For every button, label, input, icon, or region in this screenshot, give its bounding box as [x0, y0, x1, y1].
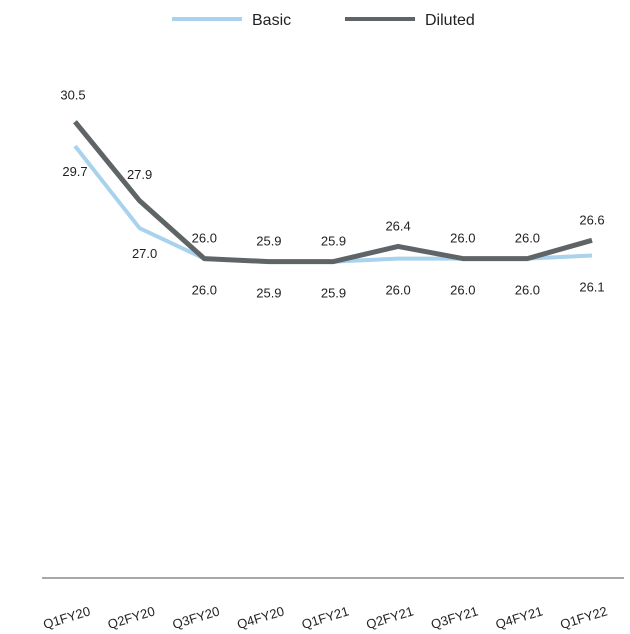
- data-label-basic: 26.0: [192, 283, 217, 298]
- x-tick-label: Q1FY20: [41, 603, 92, 632]
- x-tick-label: Q4FY21: [494, 603, 545, 632]
- data-label-diluted: 30.5: [60, 88, 85, 103]
- legend-label-diluted: Diluted: [425, 12, 475, 29]
- legend: Basic Diluted: [172, 12, 475, 29]
- data-label-basic: 27.0: [132, 246, 157, 261]
- data-label-diluted: 26.0: [450, 231, 475, 246]
- data-label-diluted: 26.0: [515, 231, 540, 246]
- data-label-basic: 26.1: [579, 280, 604, 295]
- data-label-diluted: 26.6: [579, 212, 604, 227]
- data-label-basic: 25.9: [321, 286, 346, 301]
- legend-label-basic: Basic: [252, 12, 291, 29]
- x-tick-label: Q3FY20: [171, 603, 222, 632]
- data-label-basic: 29.7: [62, 164, 87, 179]
- x-tick-label: Q2FY20: [106, 603, 157, 632]
- x-tick-label: Q3FY21: [429, 603, 480, 632]
- data-label-diluted: 26.4: [385, 218, 410, 233]
- data-labels: 30.5 29.7 27.9 27.0 26.0 26.0 25.9 25.9 25.9 25.9…: [60, 88, 604, 301]
- data-label-diluted: 25.9: [321, 234, 346, 249]
- x-tick-label: Q4FY20: [235, 603, 286, 632]
- data-label-basic: 26.0: [450, 283, 475, 298]
- data-label-basic: 26.0: [515, 283, 540, 298]
- x-tick-label: Q1FY22: [558, 603, 609, 632]
- data-label-basic: 25.9: [256, 286, 281, 301]
- data-label-diluted: 26.0: [192, 231, 217, 246]
- x-tick-label: Q2FY21: [364, 603, 415, 632]
- x-tick-label: Q1FY21: [300, 603, 351, 632]
- x-tick-labels: Q1FY20 Q2FY20 Q3FY20 Q4FY20 Q1FY21 Q2FY21 Q3FY…: [41, 603, 609, 632]
- data-label-basic: 26.0: [385, 283, 410, 298]
- data-label-diluted: 27.9: [127, 167, 152, 182]
- data-label-diluted: 25.9: [256, 234, 281, 249]
